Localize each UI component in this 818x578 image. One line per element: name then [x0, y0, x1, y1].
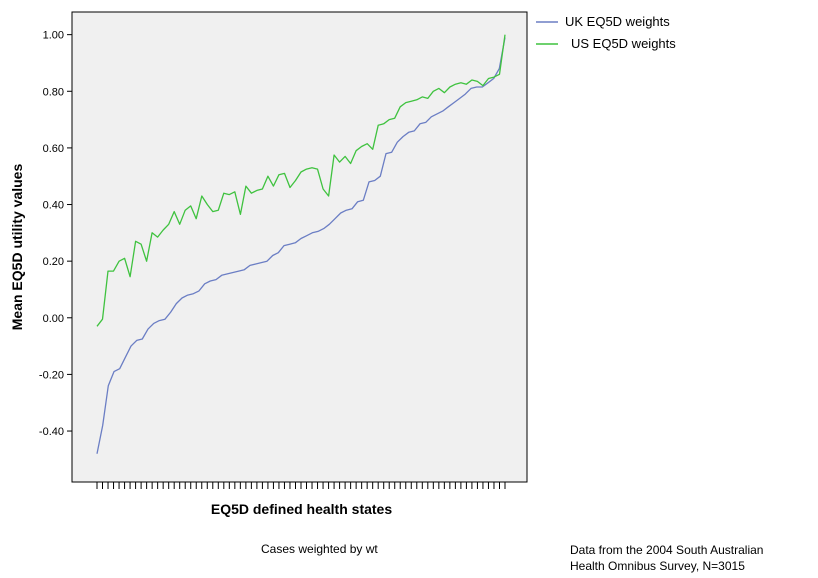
y-axis-title: Mean EQ5D utility values	[9, 164, 25, 331]
x-axis-title: EQ5D defined health states	[211, 501, 392, 517]
y-tick-label: 0.80	[43, 86, 64, 98]
source-note-line2: Health Omnibus Survey, N=3015	[570, 559, 745, 573]
y-axis: 1.00 0.80 0.60 0.40 0.20 0.00 -0.20 -0.40	[39, 30, 72, 438]
legend-us-label: US EQ5D weights	[571, 36, 676, 51]
y-tick-label: 0.00	[43, 313, 64, 325]
y-tick-label: 0.20	[43, 256, 64, 268]
source-note: Data from the 2004 South Australian Heal…	[570, 542, 763, 574]
y-tick-label: 0.60	[43, 143, 64, 155]
uk-series-line	[96, 37, 506, 454]
x-axis	[96, 482, 506, 489]
legend: UK EQ5D weights US EQ5D weights	[536, 14, 676, 51]
weighting-note: Cases weighted by wt	[261, 542, 378, 556]
source-note-line1: Data from the 2004 South Australian	[570, 543, 764, 557]
us-series-line	[96, 34, 506, 327]
y-tick-label: -0.40	[39, 426, 64, 438]
plot-frame	[71, 11, 528, 483]
y-tick-label: 0.40	[43, 200, 64, 212]
plot-area	[72, 12, 527, 482]
y-tick-label: 1.00	[43, 30, 64, 42]
legend-uk-label: UK EQ5D weights	[565, 14, 670, 29]
series-lines	[96, 34, 506, 454]
y-tick-label: -0.20	[39, 369, 64, 381]
